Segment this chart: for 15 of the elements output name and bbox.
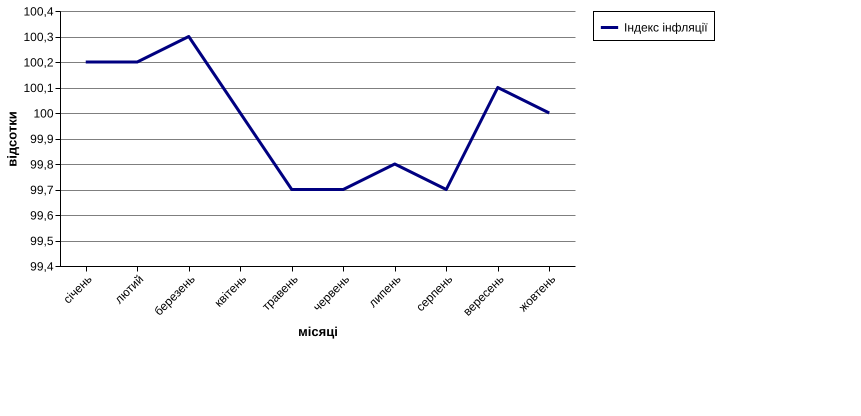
y-tick-label: 100,3 xyxy=(23,30,54,44)
y-tick-label: 99,4 xyxy=(30,260,54,274)
y-axis-title: відсотки xyxy=(4,111,20,167)
y-tick-label: 99,5 xyxy=(30,234,54,248)
y-tick-label: 100,4 xyxy=(23,4,54,18)
y-tick-label: 99,6 xyxy=(30,208,54,222)
y-tick-label: 99,7 xyxy=(30,183,54,197)
y-tick-label: 99,9 xyxy=(30,132,54,146)
y-tick-label: 100,1 xyxy=(23,81,54,95)
y-tick-label: 99,8 xyxy=(30,158,54,172)
line-series xyxy=(84,35,551,191)
legend-label: Індекс інфляції xyxy=(624,20,708,34)
x-axis-title: місяці xyxy=(298,324,338,339)
y-tick-label: 100,2 xyxy=(23,56,54,70)
y-tick-label: 100 xyxy=(33,106,54,120)
